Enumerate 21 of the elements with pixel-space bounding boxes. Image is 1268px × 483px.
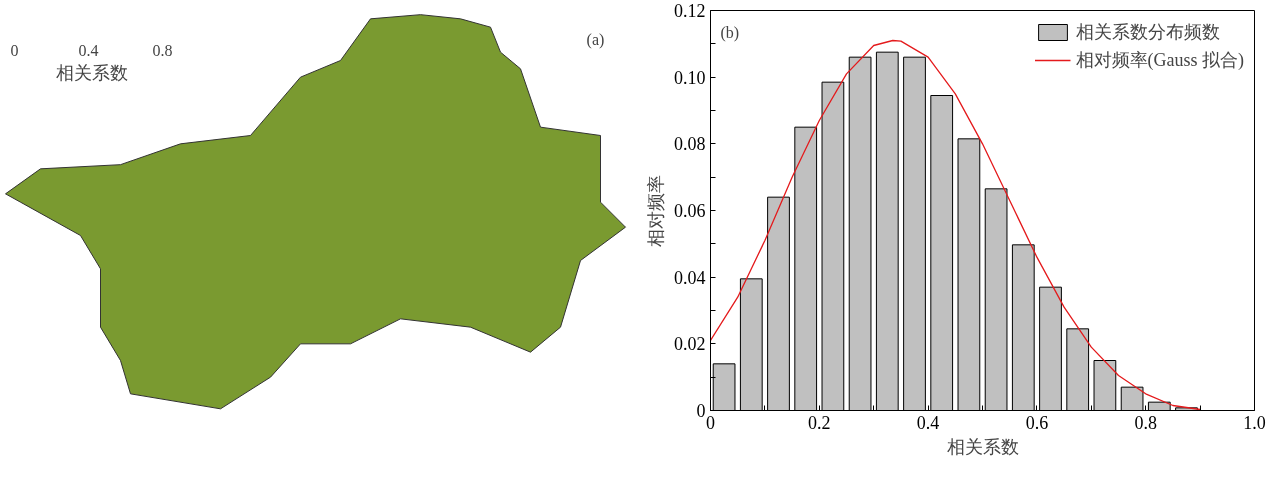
legend-label: 相对频率(Gauss 拟合) [1075, 49, 1244, 72]
x-tick-label: 0.2 [808, 412, 831, 433]
legend-label: 相关系数分布频数 [1075, 21, 1220, 44]
y-tick-label: 0.04 [674, 267, 706, 288]
y-tick-label: 0.08 [674, 134, 706, 155]
text: (a) [586, 31, 605, 50]
y-tick-label: 0.02 [674, 334, 706, 355]
x-tick-label: 0.8 [1134, 412, 1157, 433]
x-axis-title: 相关系数 [946, 436, 1019, 457]
x-tick-label: 0.4 [916, 412, 940, 433]
text: 0.4 [78, 41, 99, 59]
color-bar-title: 相关系数 [56, 63, 128, 83]
x-tick-label: 1.0 [1243, 412, 1266, 433]
text: (b) [720, 23, 740, 42]
y-tick-label: 0.10 [674, 67, 706, 88]
x-tick-label: 0.6 [1025, 412, 1049, 433]
y-tick-label: 0.06 [674, 201, 706, 221]
y-tick-label: 0.12 [674, 1, 706, 21]
text: 0 [10, 41, 19, 59]
y-axis-title: 相对频率 [646, 174, 666, 247]
text: 0.8 [152, 41, 173, 59]
